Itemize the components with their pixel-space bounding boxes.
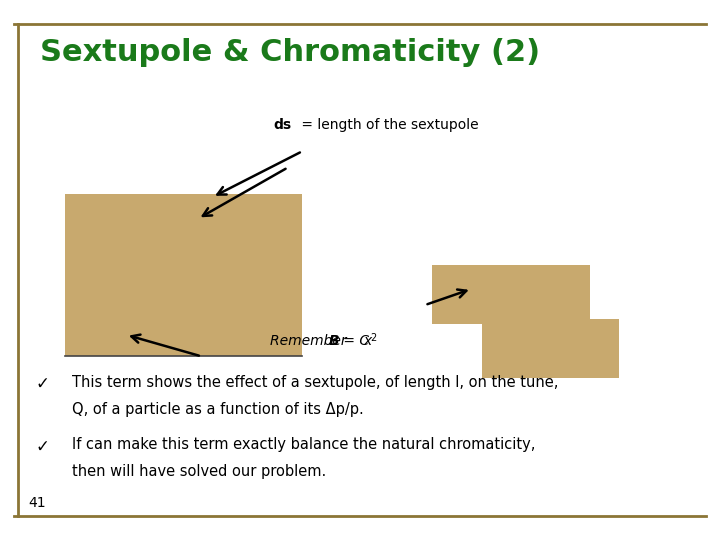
Text: Sextupole & Chromaticity (2): Sextupole & Chromaticity (2) xyxy=(40,38,540,67)
Bar xyxy=(65,302,302,356)
Text: x: x xyxy=(363,334,371,348)
Text: 2: 2 xyxy=(370,333,377,343)
Text: ds: ds xyxy=(274,118,292,132)
Text: ✓: ✓ xyxy=(36,437,50,455)
Bar xyxy=(432,265,590,324)
Text: then will have solved our problem.: then will have solved our problem. xyxy=(72,464,326,480)
Text: 41: 41 xyxy=(29,496,46,510)
Text: Q, of a particle as a function of its Δp/p.: Q, of a particle as a function of its Δp… xyxy=(72,402,364,417)
Text: This term shows the effect of a sextupole, of length l, on the tune,: This term shows the effect of a sextupol… xyxy=(72,375,559,390)
Text: ✓: ✓ xyxy=(36,375,50,393)
Text: = C: = C xyxy=(339,334,369,348)
Bar xyxy=(65,194,302,313)
Bar xyxy=(482,319,619,378)
Text: = length of the sextupole: = length of the sextupole xyxy=(297,118,479,132)
Text: B: B xyxy=(329,334,340,348)
Text: Remember: Remember xyxy=(270,334,351,348)
Text: If can make this term exactly balance the natural chromaticity,: If can make this term exactly balance th… xyxy=(72,437,536,453)
